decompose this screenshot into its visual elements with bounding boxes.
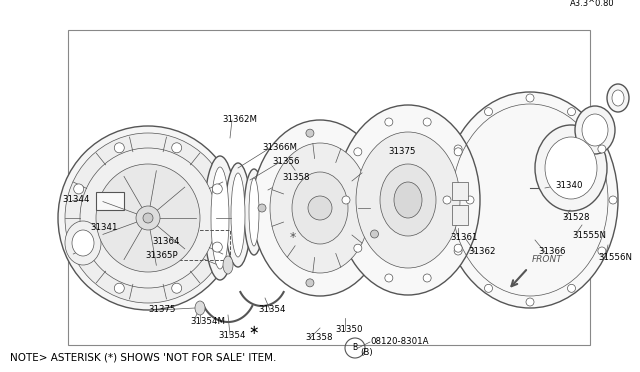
Text: 31356: 31356: [272, 157, 300, 167]
Circle shape: [484, 108, 493, 116]
Text: 31365P: 31365P: [145, 250, 178, 260]
Text: 31528: 31528: [562, 214, 589, 222]
Ellipse shape: [223, 256, 233, 274]
Text: 31354M: 31354M: [190, 317, 225, 327]
Ellipse shape: [225, 163, 251, 267]
Text: 31361: 31361: [450, 234, 477, 243]
Text: 31362M: 31362M: [222, 115, 257, 125]
Ellipse shape: [244, 169, 264, 255]
Circle shape: [598, 247, 606, 255]
Text: 31375: 31375: [388, 148, 415, 157]
Circle shape: [385, 118, 393, 126]
Text: 31362: 31362: [468, 247, 495, 257]
Circle shape: [568, 108, 575, 116]
Ellipse shape: [582, 114, 608, 146]
Circle shape: [143, 213, 153, 223]
Circle shape: [212, 242, 222, 252]
Text: 31364: 31364: [152, 237, 179, 247]
Circle shape: [306, 129, 314, 137]
Ellipse shape: [356, 132, 460, 268]
Ellipse shape: [65, 133, 231, 303]
Text: A3.3^0.80: A3.3^0.80: [570, 0, 615, 8]
Text: 31366: 31366: [538, 247, 566, 257]
Text: 31556N: 31556N: [598, 253, 632, 263]
Circle shape: [423, 118, 431, 126]
Circle shape: [172, 143, 182, 153]
Circle shape: [136, 206, 160, 230]
Text: 31350: 31350: [335, 326, 362, 334]
Text: ∗: ∗: [248, 324, 259, 337]
Ellipse shape: [575, 106, 615, 154]
Ellipse shape: [270, 143, 370, 273]
Circle shape: [342, 196, 350, 204]
Ellipse shape: [535, 125, 607, 211]
Ellipse shape: [72, 230, 94, 256]
Circle shape: [454, 247, 462, 255]
Ellipse shape: [545, 137, 597, 199]
FancyBboxPatch shape: [68, 30, 590, 345]
Circle shape: [526, 94, 534, 102]
Circle shape: [115, 283, 124, 293]
Text: 31358: 31358: [282, 173, 310, 183]
Text: NOTE> ASTERISK (*) SHOWS 'NOT FOR SALE' ITEM.: NOTE> ASTERISK (*) SHOWS 'NOT FOR SALE' …: [10, 353, 276, 363]
Ellipse shape: [292, 172, 348, 244]
Ellipse shape: [612, 90, 624, 106]
Polygon shape: [452, 182, 468, 200]
Circle shape: [385, 274, 393, 282]
Ellipse shape: [380, 164, 436, 236]
Circle shape: [443, 196, 451, 204]
Ellipse shape: [58, 126, 238, 310]
Circle shape: [466, 196, 474, 204]
Circle shape: [454, 148, 462, 156]
FancyBboxPatch shape: [96, 192, 124, 210]
Ellipse shape: [231, 173, 245, 257]
Text: 31354: 31354: [218, 330, 246, 340]
Text: 08120-8301A: 08120-8301A: [370, 337, 429, 346]
Circle shape: [74, 184, 84, 194]
Circle shape: [308, 196, 332, 220]
Circle shape: [454, 244, 462, 252]
Circle shape: [371, 230, 378, 238]
Ellipse shape: [80, 148, 216, 288]
Circle shape: [526, 298, 534, 306]
Text: B: B: [353, 343, 358, 353]
Text: 31341: 31341: [90, 224, 118, 232]
Circle shape: [598, 145, 606, 153]
Ellipse shape: [211, 167, 229, 269]
Ellipse shape: [204, 156, 236, 280]
Circle shape: [354, 244, 362, 252]
Ellipse shape: [195, 301, 205, 315]
Ellipse shape: [442, 92, 618, 308]
Circle shape: [568, 284, 575, 292]
Circle shape: [609, 196, 617, 204]
Circle shape: [484, 284, 493, 292]
Ellipse shape: [249, 178, 259, 246]
Circle shape: [172, 283, 182, 293]
Circle shape: [115, 143, 124, 153]
Text: *: *: [290, 231, 296, 244]
Text: 31358: 31358: [305, 334, 333, 343]
Ellipse shape: [65, 221, 101, 265]
Text: 31354: 31354: [258, 305, 285, 314]
Text: 31375: 31375: [148, 305, 175, 314]
Circle shape: [258, 204, 266, 212]
Ellipse shape: [394, 182, 422, 218]
Text: 31344: 31344: [62, 196, 90, 205]
Ellipse shape: [252, 120, 388, 296]
Ellipse shape: [96, 164, 200, 272]
Text: 31366M: 31366M: [262, 144, 297, 153]
Text: (B): (B): [360, 347, 372, 356]
Ellipse shape: [336, 105, 480, 295]
Polygon shape: [452, 205, 468, 225]
Circle shape: [306, 279, 314, 287]
Circle shape: [74, 242, 84, 252]
Text: 31340: 31340: [555, 180, 582, 189]
Circle shape: [454, 145, 462, 153]
Text: FRONT: FRONT: [532, 255, 563, 264]
Text: 31555N: 31555N: [572, 231, 606, 240]
Ellipse shape: [607, 84, 629, 112]
Circle shape: [423, 274, 431, 282]
Circle shape: [354, 148, 362, 156]
Circle shape: [212, 184, 222, 194]
